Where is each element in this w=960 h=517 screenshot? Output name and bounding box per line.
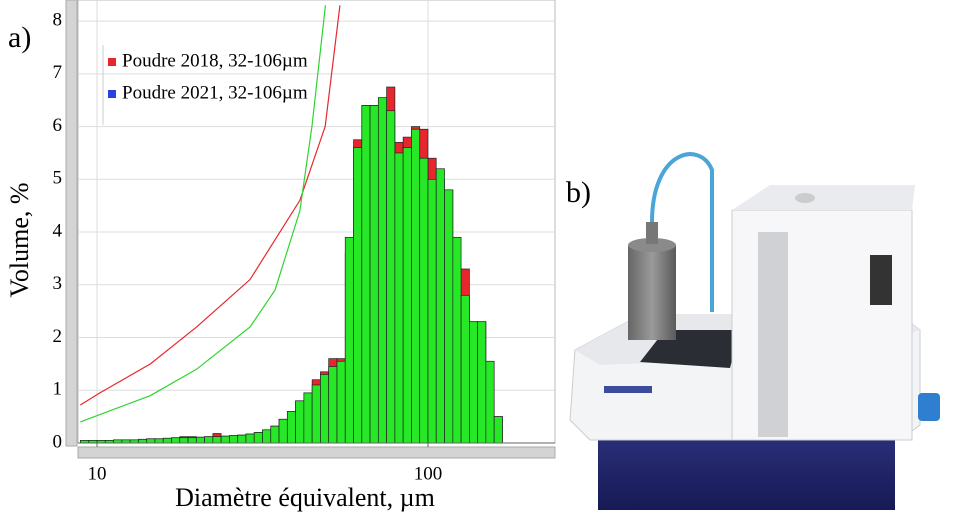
bar xyxy=(369,105,379,443)
bar xyxy=(411,128,421,443)
bar xyxy=(154,438,164,443)
bar xyxy=(146,438,156,443)
bar xyxy=(286,411,296,443)
bar xyxy=(328,366,338,443)
bar xyxy=(195,436,205,443)
bar xyxy=(427,178,437,443)
bar xyxy=(320,374,330,443)
y-tick-label: 2 xyxy=(53,326,63,347)
legend-marker xyxy=(108,58,116,66)
bar xyxy=(303,392,313,443)
bar xyxy=(162,437,172,443)
bar xyxy=(311,384,321,443)
x-axis-label: Diamètre équivalent, µm xyxy=(175,483,435,512)
y-tick-label: 8 xyxy=(53,9,63,30)
bar xyxy=(402,147,412,443)
bar xyxy=(469,321,479,443)
bar xyxy=(212,436,222,443)
bar xyxy=(179,437,189,443)
bar xyxy=(270,425,280,443)
bar xyxy=(485,360,495,443)
bar xyxy=(336,360,346,443)
bar xyxy=(452,236,462,443)
instrument-photo xyxy=(569,152,940,510)
legend-label: Poudre 2018, 32-106µm xyxy=(122,50,308,71)
y-tick-label: 1 xyxy=(53,379,63,400)
bar xyxy=(253,432,263,443)
y-axis-label: Volume, % xyxy=(5,182,34,297)
bar xyxy=(262,429,272,443)
bar xyxy=(460,294,470,443)
bar xyxy=(444,189,454,443)
bar xyxy=(278,418,288,443)
bar xyxy=(477,321,487,443)
y-tick-label: 0 xyxy=(53,431,63,452)
x-tick-label: 10 xyxy=(88,463,107,484)
bar xyxy=(138,438,148,443)
cumulative-line xyxy=(79,5,341,406)
bar xyxy=(204,436,214,443)
x-tick-label: 100 xyxy=(414,463,443,484)
bar xyxy=(435,168,445,443)
bar xyxy=(187,437,197,443)
bar xyxy=(220,435,230,443)
bar xyxy=(361,105,371,443)
legend-label: Poudre 2021, 32-106µm xyxy=(122,82,308,103)
bar xyxy=(353,147,363,443)
y-tick-label: 6 xyxy=(53,115,63,136)
bar xyxy=(237,434,247,443)
bar xyxy=(394,152,404,443)
y-tick-label: 7 xyxy=(53,62,63,83)
legend-marker xyxy=(108,90,116,98)
scrollbar-vertical[interactable] xyxy=(65,0,78,447)
cumulative-line xyxy=(80,5,327,423)
panel-label: a) xyxy=(8,21,31,54)
bar xyxy=(493,416,503,443)
bar xyxy=(419,157,429,443)
bar xyxy=(229,435,239,443)
y-tick-label: 5 xyxy=(53,168,63,189)
y-tick-label: 4 xyxy=(53,220,63,241)
bar xyxy=(245,433,255,443)
bar xyxy=(344,236,354,443)
scrollbar-horizontal[interactable] xyxy=(77,446,556,459)
bar xyxy=(295,400,305,443)
bar xyxy=(386,110,396,443)
panel-label: b) xyxy=(566,176,591,209)
bar xyxy=(377,97,387,443)
y-tick-label: 3 xyxy=(53,273,63,294)
bar xyxy=(171,437,181,443)
